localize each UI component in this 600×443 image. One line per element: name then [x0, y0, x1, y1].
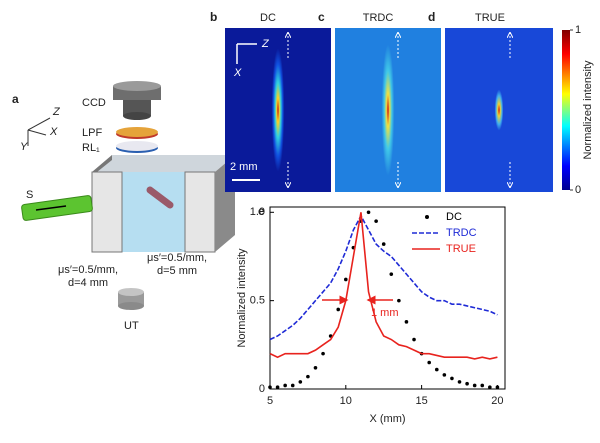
label: d=4 mm: [68, 277, 108, 289]
data-point: [336, 307, 341, 312]
orientation-arrows: [236, 43, 257, 64]
data-point: [268, 385, 272, 390]
panel-a: a Z X Y CCD LPF RL₁ S μs′=0.5/mm, d=4 mm…: [12, 81, 235, 332]
axis-label: Y: [20, 141, 28, 153]
data-point: [412, 337, 416, 342]
legend-label: DC: [446, 211, 462, 223]
label: μs′=0.5/mm,: [147, 252, 207, 264]
data-point: [298, 380, 303, 384]
label: RL₁: [82, 142, 100, 154]
x-tick-label: 15: [415, 395, 427, 407]
image: [445, 28, 553, 192]
colorbar-label: Normalized intensity: [582, 60, 594, 160]
line-chart: 5 10 15 20 0 0.5 1.0 X (mm) Normalized intensity…: [236, 206, 506, 425]
label: μs′=0.5/mm,: [58, 264, 118, 276]
label: CCD: [82, 97, 106, 109]
camera: [123, 100, 151, 116]
panel-label: d: [428, 10, 435, 24]
x-tick-label: 10: [340, 395, 352, 407]
data-point: [397, 298, 401, 303]
fiber: [21, 195, 93, 221]
x-tick-label: 20: [491, 395, 503, 407]
arrow: [35, 205, 67, 211]
y-tick-label: 0.5: [250, 295, 265, 307]
x-tick-label: 5: [267, 395, 273, 407]
colorbar-tick-label: 0: [575, 184, 581, 196]
panel-title: TRUE: [475, 12, 505, 24]
data-point: [404, 320, 409, 324]
data-point: [495, 385, 500, 390]
data-point: [434, 367, 439, 372]
lens: [116, 141, 158, 151]
dashed-arrows: [288, 33, 510, 187]
colorbar-tick-label: 1: [575, 24, 581, 36]
panel-title: DC: [260, 12, 276, 24]
panel-label: c: [318, 10, 325, 24]
panel-title: TRDC: [363, 12, 394, 24]
box-edge: [92, 155, 112, 172]
data-point: [488, 385, 492, 390]
plot-frame: [269, 206, 506, 390]
panel-label: a: [12, 92, 19, 106]
panel-label: b: [210, 10, 217, 24]
camera: [113, 81, 161, 91]
transducer: [118, 288, 144, 296]
data-point: [427, 360, 431, 365]
data-line: [269, 212, 498, 360]
axes-icon: [27, 117, 51, 146]
data-point: [313, 365, 318, 370]
wall: [184, 171, 216, 253]
label: d=5 mm: [157, 265, 197, 277]
data-point: [381, 242, 386, 246]
y-tick-label: 0: [259, 383, 265, 395]
label: UT: [124, 320, 139, 332]
legend-label: TRDC: [446, 227, 477, 239]
data-point: [472, 383, 477, 388]
data-point: [374, 219, 378, 223]
axis-label: Z: [261, 38, 270, 50]
data-point: [465, 381, 469, 386]
panel-label: e: [258, 204, 265, 218]
transducer: [118, 292, 144, 306]
target: [146, 186, 174, 209]
annotation: 1 mm: [371, 307, 399, 319]
data-point: [480, 383, 485, 388]
data-point: [283, 383, 287, 388]
data-point: [290, 383, 295, 388]
label: LPF: [82, 127, 102, 139]
camera: [123, 112, 151, 120]
data-point: [389, 272, 394, 276]
data-point: [306, 374, 310, 379]
legend-marker: [425, 215, 429, 219]
data-point: [366, 210, 371, 215]
axis-label: X: [233, 67, 242, 79]
y-tick-label: 1.0: [250, 206, 265, 218]
colorbar: [562, 30, 570, 190]
data-point: [457, 380, 462, 384]
x-axis-label: X (mm): [369, 413, 405, 425]
axis-label: X: [49, 126, 58, 138]
data-point: [442, 373, 447, 377]
image-panels: b DC c TRDC d TRUE Z X 2 mm Normalized i…: [210, 10, 594, 192]
data-point: [321, 351, 325, 356]
y-axis-label: Normalized intensity: [236, 248, 248, 348]
scale-bar-label: 2 mm: [230, 161, 258, 173]
image: [225, 28, 331, 192]
filter: [116, 127, 158, 137]
transducer: [118, 302, 144, 310]
data-line: [269, 214, 498, 341]
data-point: [275, 385, 280, 390]
legend-label: TRUE: [446, 243, 476, 255]
wall: [91, 171, 123, 253]
axis-label: Z: [52, 106, 61, 118]
data-point: [344, 277, 348, 282]
data-point: [450, 376, 454, 381]
box-top: [92, 155, 235, 172]
image: [335, 28, 441, 192]
label: S: [26, 189, 33, 201]
